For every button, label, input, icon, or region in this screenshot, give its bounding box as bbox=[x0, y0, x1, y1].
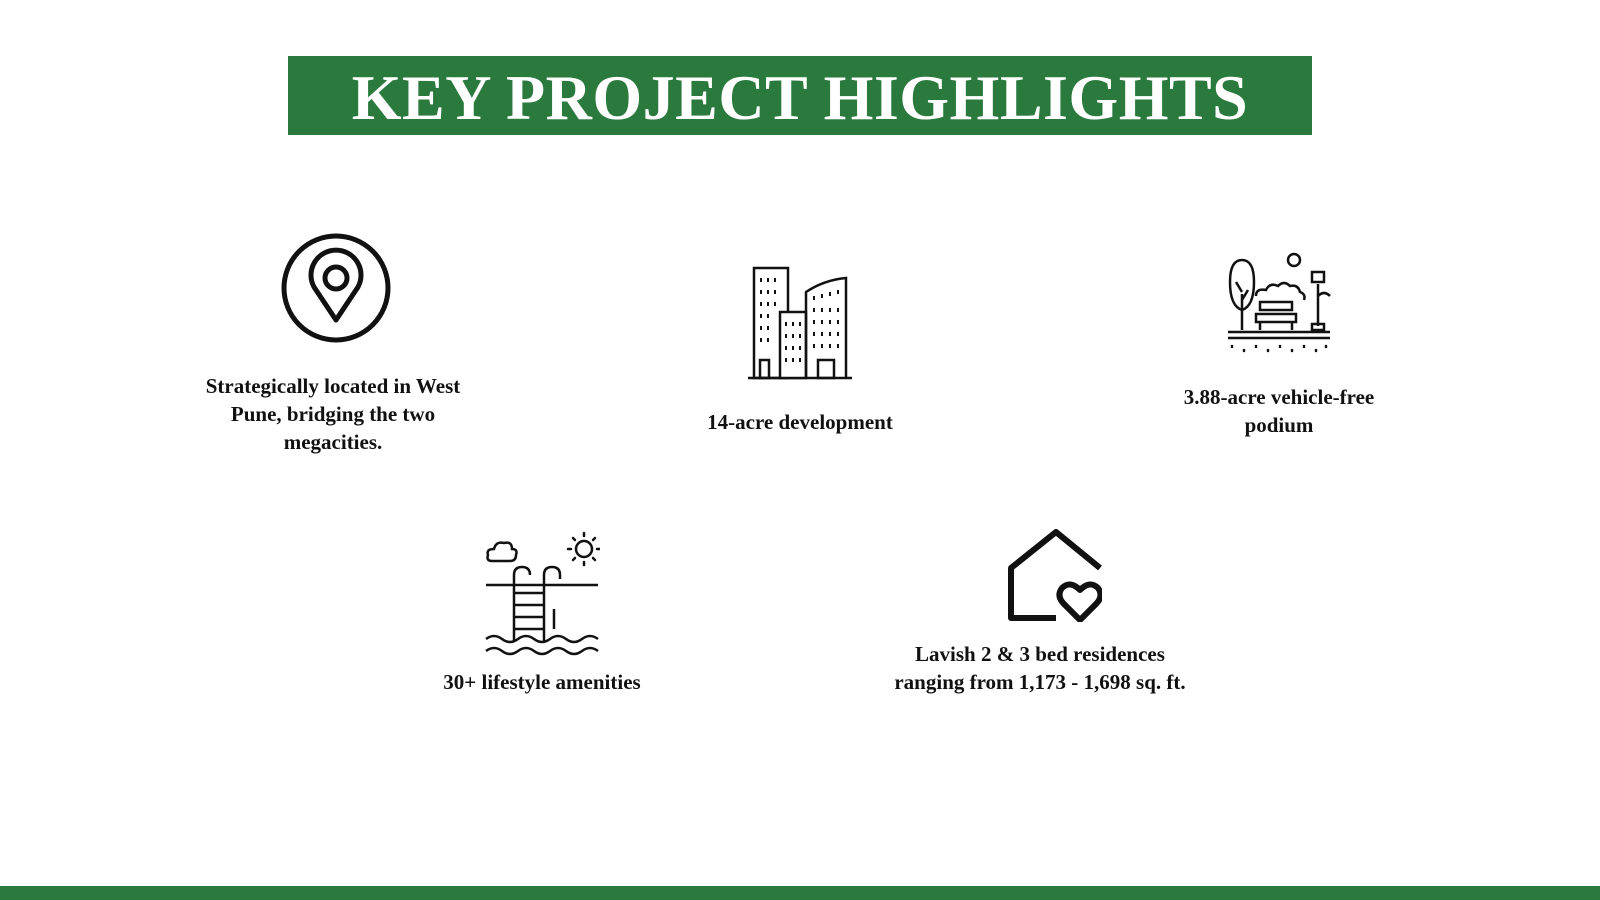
highlight-residences-text: Lavish 2 & 3 bed residences ranging from… bbox=[894, 642, 1186, 694]
highlight-location-text: Strategically located in West Pune, brid… bbox=[205, 374, 461, 454]
title-banner: KEY PROJECT HIGHLIGHTS bbox=[288, 56, 1312, 135]
swimming-pool-icon bbox=[484, 531, 600, 659]
location-pin-icon bbox=[281, 233, 391, 343]
buildings-icon bbox=[746, 266, 854, 380]
home-heart-icon bbox=[1006, 528, 1102, 622]
park-bench-icon bbox=[1226, 252, 1332, 356]
highlight-amenities-text: 30+ lifestyle amenities bbox=[443, 670, 641, 694]
page-title: KEY PROJECT HIGHLIGHTS bbox=[351, 61, 1249, 133]
footer-bar bbox=[0, 886, 1600, 900]
highlight-podium-text: 3.88-acre vehicle-free podium bbox=[1183, 385, 1375, 437]
highlight-development-text: 14-acre development bbox=[707, 410, 893, 434]
